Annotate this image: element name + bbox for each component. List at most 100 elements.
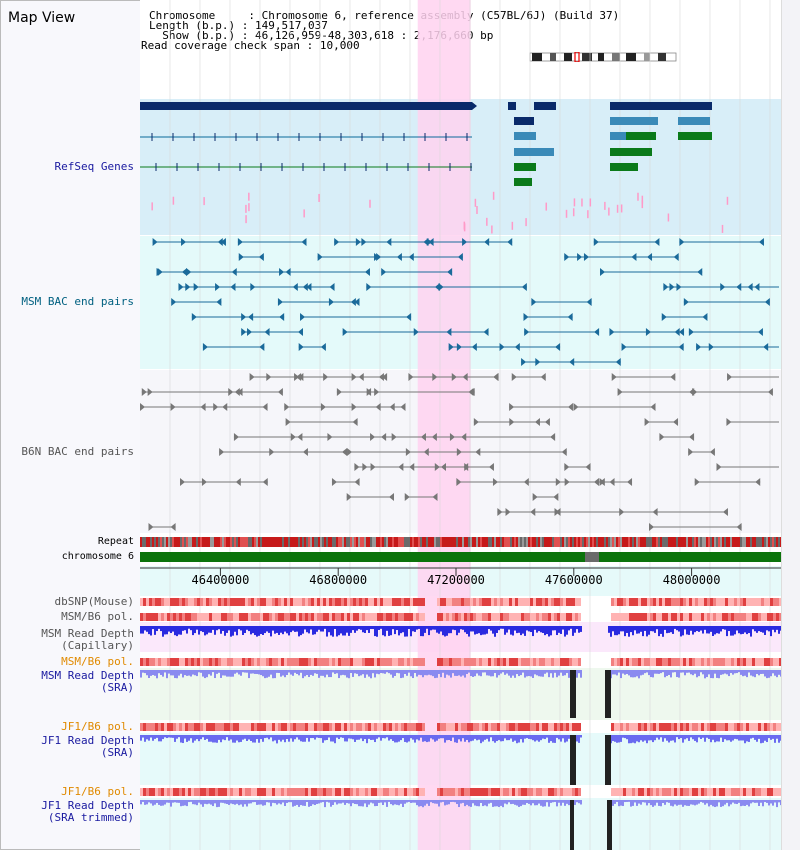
- jf1-depth-sra-bar: [704, 735, 706, 742]
- msm-depth-sra-bar: [348, 670, 350, 679]
- jf1-depth-trim-bar: [424, 800, 426, 806]
- jf1-b6-pol-segment: [488, 788, 491, 796]
- msm-b6-pol-segment: [248, 658, 251, 666]
- msm-depth-sra-bar: [414, 670, 416, 674]
- jf1-depth-trim-bar: [224, 800, 226, 804]
- msm-depth-sra-bar: [768, 670, 770, 678]
- msm-depth-sra-bar: [728, 670, 730, 677]
- repeat-segment: [644, 537, 646, 547]
- jf1-b6-pol-segment: [470, 788, 473, 796]
- dbsnp-segment: [371, 598, 374, 606]
- jf1-depth-trim-bar: [476, 800, 478, 807]
- msm-b6-pol-segment: [776, 658, 779, 666]
- jf1-b6-pol-segment: [377, 788, 380, 796]
- jf1-b6-pol-segment: [779, 723, 781, 731]
- jf1-b6-pol-segment: [689, 788, 692, 796]
- msm-depth-cap-bar: [146, 626, 148, 632]
- jf1-b6-pol-segment: [662, 723, 665, 731]
- jf1-b6-pol-segment: [197, 788, 200, 796]
- jf1-b6-pol-segment: [281, 788, 284, 796]
- axis-tick-label: 47600000: [545, 573, 603, 587]
- repeat-segment: [612, 537, 614, 547]
- chromosome-gap: [585, 552, 599, 562]
- msm-depth-sra-bar: [208, 670, 210, 675]
- b6n-bac-pair-end: [611, 373, 617, 381]
- jf1-depth-trim-bar: [512, 800, 514, 804]
- jf1-depth-sra-bar: [302, 735, 304, 742]
- dbsnp-segment: [164, 598, 167, 606]
- jf1-b6-pol-segment: [479, 788, 482, 796]
- repeat-segment: [600, 537, 602, 547]
- label-b6n-bac: B6N BAC end pairs: [21, 445, 134, 458]
- msm-b6-pol-segment: [359, 613, 362, 621]
- dbsnp-segment: [245, 598, 248, 606]
- msm-depth-sra-bar: [484, 670, 486, 673]
- dbsnp-segment: [452, 598, 455, 606]
- jf1-depth-sra-bar: [288, 735, 290, 742]
- msm-bac-pair-end: [156, 268, 162, 276]
- msm-b6-pol-segment: [611, 658, 614, 666]
- jf1-depth-trim-bar: [742, 800, 744, 806]
- jf1-b6-pol-segment: [662, 788, 665, 796]
- repeat-segment: [220, 537, 222, 547]
- repeat-segment: [448, 537, 450, 547]
- jf1-b6-pol-segment: [620, 788, 623, 796]
- genome-tracks[interactable]: 46400000 46800000 47200000 47600000 48000000: [140, 0, 781, 850]
- jf1-b6-pol-segment: [503, 788, 506, 796]
- dbsnp-segment: [656, 598, 659, 606]
- msm-bac-pair-end: [259, 343, 265, 351]
- jf1-b6-pol-segment: [647, 788, 650, 796]
- jf1-depth-sra-bar-peak: [605, 735, 611, 785]
- dbsnp-segment: [476, 598, 479, 606]
- jf1-depth-sra-bar: [368, 735, 370, 739]
- jf1-depth-trim-bar: [764, 800, 766, 803]
- jf1-depth-sra-bar: [696, 735, 698, 743]
- jf1-b6-pol-segment: [572, 788, 575, 796]
- gene-feature: [151, 202, 153, 211]
- msm-b6-pol-segment: [305, 613, 308, 621]
- dbsnp-segment: [536, 598, 539, 606]
- msm-depth-cap-bar: [522, 626, 524, 634]
- jf1-depth-sra-bar: [694, 735, 696, 741]
- jf1-depth-trim-bar: [302, 800, 304, 806]
- msm-depth-sra-bar: [390, 670, 392, 675]
- jf1-depth-sra-bar: [428, 735, 430, 742]
- msm-b6-pol-segment: [503, 658, 506, 666]
- msm-depth-cap-bar: [208, 626, 210, 633]
- msm-bac-pair-end: [499, 343, 505, 351]
- msm-depth-sra-bar: [188, 670, 190, 676]
- msm-depth-sra-bar: [234, 670, 236, 674]
- msm-b6-pol-segment: [722, 658, 725, 666]
- repeat-segment: [308, 537, 310, 547]
- jf1-b6-pol-segment: [656, 723, 659, 731]
- jf1-depth-trim-bar: [408, 800, 410, 802]
- jf1-b6-pol-segment: [641, 788, 644, 796]
- msm-depth-cap-bar: [698, 626, 700, 632]
- repeat-segment: [758, 537, 760, 547]
- jf1-depth-sra-bar: [504, 735, 506, 739]
- jf1-b6-pol-segment: [536, 723, 539, 731]
- jf1-depth-sra-bar: [466, 735, 468, 740]
- msm-depth-sra-bar: [540, 670, 542, 677]
- gene-bar: [678, 132, 712, 140]
- msm-b6-pol-segment: [524, 613, 527, 621]
- msm-b6-pol-segment: [347, 658, 350, 666]
- repeat-segment: [650, 537, 652, 547]
- jf1-depth-trim-bar: [486, 800, 488, 807]
- jf1-depth-sra-bar: [346, 735, 348, 742]
- msm-bac-pair-end: [366, 283, 372, 291]
- repeat-segment: [492, 537, 494, 547]
- msm-b6-pol-segment: [572, 613, 575, 621]
- msm-depth-cap-bar: [384, 626, 386, 637]
- msm-b6-pol-segment: [545, 658, 548, 666]
- msm-depth-cap-bar: [722, 626, 724, 630]
- jf1-depth-trim-bar: [756, 800, 758, 803]
- msm-depth-cap-bar: [580, 626, 582, 632]
- msm-b6-pol-segment: [695, 658, 698, 666]
- jf1-b6-pol-segment: [365, 788, 368, 796]
- msm-depth-sra-bar: [632, 670, 634, 678]
- msm-depth-sra-bar: [314, 670, 316, 674]
- dbsnp-segment: [551, 598, 554, 606]
- vertical-scrollbar[interactable]: [781, 0, 800, 850]
- msm-depth-cap-bar: [712, 626, 714, 637]
